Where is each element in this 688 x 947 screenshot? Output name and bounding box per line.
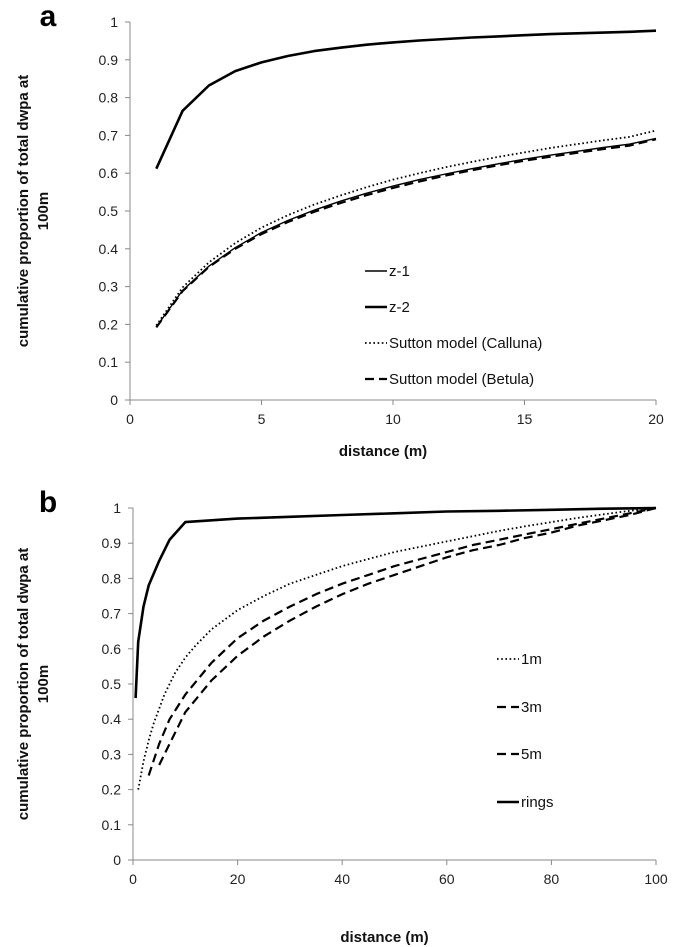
y-tick-label: 0.8 bbox=[99, 90, 119, 106]
y-tick-label: 0.3 bbox=[99, 279, 119, 295]
y-tick-label: 0.4 bbox=[102, 711, 122, 727]
chart-panel-a: a00.10.20.30.40.50.60.70.80.910 5 10 15 20di… bbox=[15, 0, 664, 460]
y-tick-label: 0.5 bbox=[102, 676, 122, 692]
series-line-5m bbox=[158, 506, 657, 766]
y-tick-label: 0 bbox=[113, 852, 121, 868]
x-tick-label: 80 bbox=[544, 871, 560, 887]
x-tick-label: 20 bbox=[648, 411, 664, 427]
y-tick-label: 0.1 bbox=[99, 354, 119, 370]
x-axis-label: distance (m) bbox=[339, 443, 427, 460]
y-tick-label: 0.4 bbox=[99, 241, 119, 257]
panel-label: a bbox=[40, 0, 57, 33]
series-line-3m bbox=[147, 506, 657, 776]
y-tick-label: 0.1 bbox=[102, 817, 122, 833]
series-line-rings bbox=[134, 506, 657, 699]
y-tick-label: 0.2 bbox=[102, 782, 122, 798]
legend-label: 1m bbox=[521, 651, 542, 668]
legend-label: 5m bbox=[521, 746, 542, 763]
y-tick-label: 1 bbox=[113, 500, 121, 516]
x-tick-label: 0 bbox=[126, 411, 134, 427]
y-tick-label: 1 bbox=[110, 14, 118, 30]
legend-label: z-1 bbox=[389, 263, 410, 280]
legend-label: Sutton model (Betula) bbox=[389, 371, 534, 388]
x-tick-label: 60 bbox=[439, 871, 455, 887]
panel-label: b bbox=[39, 486, 57, 519]
x-tick-label: 15 bbox=[517, 411, 533, 427]
series-line-sutton-model-calluna- bbox=[155, 129, 657, 327]
y-axis-label: cumulative proportion of total dwpa at bbox=[15, 75, 32, 348]
y-tick-label: 0.8 bbox=[102, 570, 122, 586]
x-tick-label: 10 bbox=[385, 411, 401, 427]
x-tick-label: 5 bbox=[258, 411, 266, 427]
legend-label: 3m bbox=[521, 699, 542, 716]
y-tick-label: 0 bbox=[110, 392, 118, 408]
y-tick-label: 0.7 bbox=[102, 606, 122, 622]
y-tick-label: 0.6 bbox=[99, 165, 119, 181]
y-tick-label: 0.9 bbox=[102, 535, 122, 551]
x-tick-label: 40 bbox=[334, 871, 350, 887]
y-axis-label: 100m bbox=[35, 665, 52, 703]
chart-panel-b: b 0 0.1 0.2 0.3 0.4 0.5 0.6 0.7 0.8 0.9 1 0 20 40 60 80 1… bbox=[15, 486, 668, 946]
x-tick-label: 100 bbox=[644, 871, 668, 887]
legend-label: rings bbox=[521, 794, 554, 811]
y-tick-label: 0.3 bbox=[102, 746, 122, 762]
y-tick-label: 0.2 bbox=[99, 316, 119, 332]
y-tick-label: 0.5 bbox=[99, 203, 119, 219]
x-axis-label: distance (m) bbox=[340, 929, 428, 946]
series-line-sutton-model-betula- bbox=[155, 138, 657, 329]
y-axis-label: cumulative proportion of total dwpa at bbox=[15, 548, 32, 821]
x-tick-label: 20 bbox=[230, 871, 246, 887]
y-tick-label: 0.7 bbox=[99, 127, 119, 143]
series-line-z-2 bbox=[155, 29, 657, 170]
y-tick-label: 0.6 bbox=[102, 641, 122, 657]
y-axis-label: 100m bbox=[35, 192, 52, 230]
y-tick-label: 0.9 bbox=[99, 52, 119, 68]
legend-label: Sutton model (Calluna) bbox=[389, 335, 542, 352]
legend-label: z-2 bbox=[389, 299, 410, 316]
series-line-1m bbox=[137, 507, 657, 790]
x-tick-label: 0 bbox=[129, 871, 137, 887]
